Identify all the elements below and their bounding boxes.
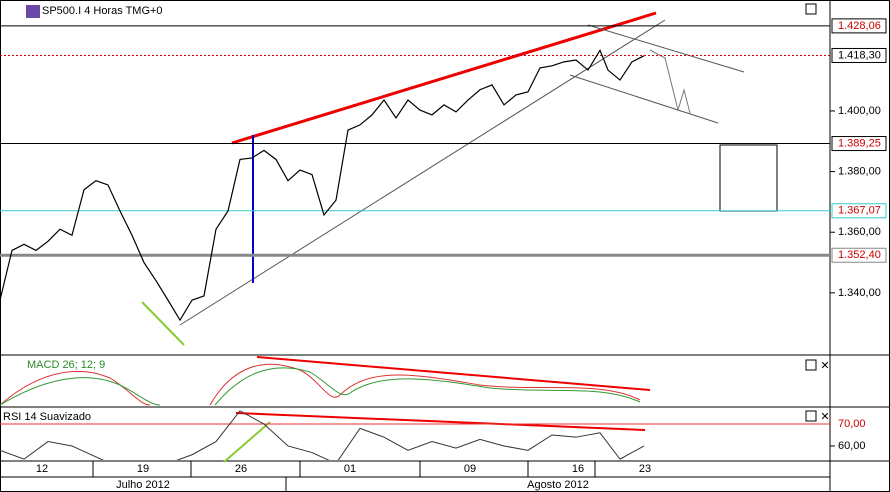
macd-line: [0, 363, 641, 406]
price-tag: [831, 136, 887, 152]
channel-line: [587, 24, 745, 73]
y-tick-label: 1.360,00: [838, 226, 881, 238]
price-tag-label: 1.367,07: [838, 205, 881, 217]
trendline: [235, 412, 646, 431]
x-tick-label: 23: [639, 463, 651, 475]
x-tick-label: 19: [137, 463, 149, 475]
price-tag-label: 1.418,30: [838, 49, 881, 61]
x-tick-label: 16: [572, 463, 584, 475]
trendline: [231, 11, 657, 145]
price-tag: [831, 18, 887, 34]
price-line: [0, 48, 645, 322]
rsi-tick-label: 60,00: [838, 440, 866, 452]
month-label: Julho 2012: [116, 479, 170, 491]
y-tick-label: 1.380,00: [838, 165, 881, 177]
maximize-button[interactable]: [805, 359, 817, 371]
trendline: [256, 356, 651, 391]
macd-label[interactable]: MACD 26; 12; 9: [27, 359, 105, 371]
chart-title[interactable]: SP500.I 4 Horas TMG+0: [42, 5, 163, 17]
macd-signal: [0, 367, 641, 406]
close-button[interactable]: ✕: [820, 360, 829, 372]
x-tick-label: 26: [235, 463, 247, 475]
x-tick-label: 12: [36, 463, 48, 475]
price-tag-label: 1.428,06: [838, 20, 881, 32]
price-tag-label: 1.389,25: [838, 137, 881, 149]
price-tag: [831, 203, 887, 219]
trendline: [141, 301, 185, 346]
price-tag: [831, 47, 887, 63]
month-label: Agosto 2012: [527, 479, 589, 491]
x-tick-label: 01: [344, 463, 356, 475]
maximize-button[interactable]: [805, 3, 817, 15]
rsi-tick-label: 70,00: [838, 418, 866, 430]
y-tick-label: 1.340,00: [838, 287, 881, 299]
symbol-icon: [26, 5, 40, 18]
channel-line: [569, 74, 719, 124]
trendline: [223, 421, 271, 463]
rsi-line: [0, 410, 645, 460]
close-button[interactable]: ✕: [820, 411, 829, 423]
trendline: [179, 19, 666, 326]
y-tick-label: 1.400,00: [838, 105, 881, 117]
x-tick-label: 09: [464, 463, 476, 475]
maximize-button[interactable]: [805, 410, 817, 422]
price-tag: [831, 247, 887, 263]
price-tag-label: 1.352,40: [838, 249, 881, 261]
rsi-label[interactable]: RSI 14 Suavizado: [3, 411, 91, 423]
